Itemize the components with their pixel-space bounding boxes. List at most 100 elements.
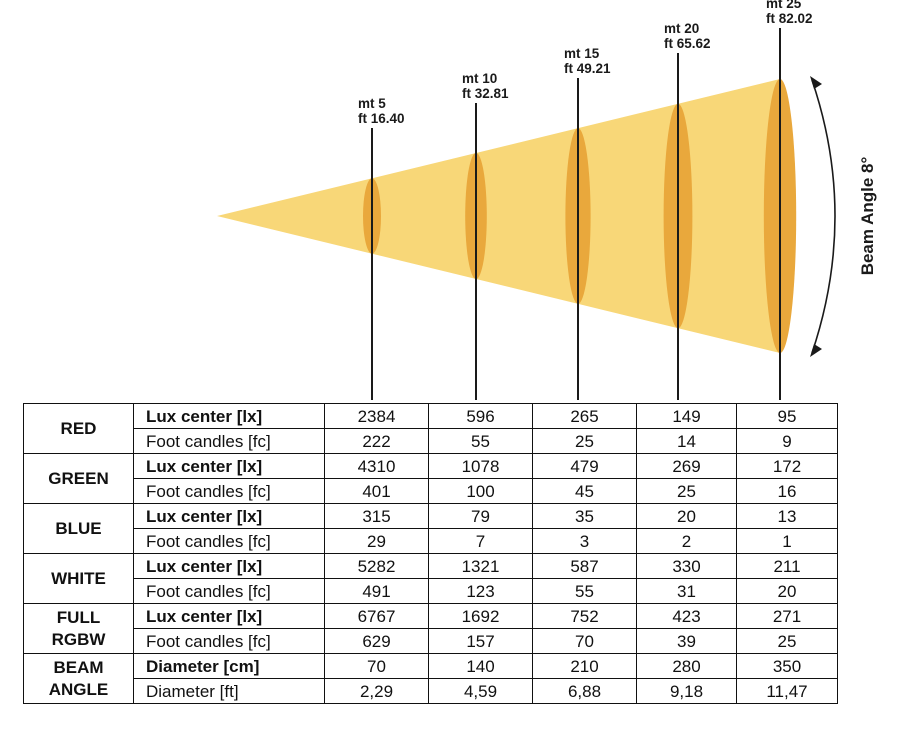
- value-cell: 123: [428, 578, 533, 604]
- value-cell: 149: [636, 403, 737, 429]
- value-cell: 11,47: [736, 678, 838, 704]
- metric-label: Diameter [ft]: [133, 678, 325, 704]
- value-cell: 587: [532, 553, 637, 579]
- group-label-line: GREEN: [48, 468, 109, 488]
- value-cell: 13: [736, 503, 838, 529]
- value-cell: 269: [636, 453, 737, 479]
- table-row: Foot candles [fc] 29 7 3 2 1: [24, 528, 838, 554]
- distance-ft-label: ft 49.21: [564, 61, 611, 76]
- value-cell: 423: [636, 603, 737, 629]
- metric-label: Foot candles [fc]: [133, 578, 325, 604]
- arrowhead-top: [810, 76, 822, 89]
- group-label: BEAM ANGLE: [23, 653, 134, 704]
- table-row: Foot candles [fc] 401 100 45 25 16: [24, 478, 838, 504]
- metric-label: Lux center [lx]: [133, 403, 325, 429]
- metric-label: Lux center [lx]: [133, 553, 325, 579]
- photometric-table: RED Lux center [lx] 2384 596 265 149 95 Foot ca…: [23, 403, 838, 704]
- value-cell: 95: [736, 403, 838, 429]
- value-cell: 6767: [324, 603, 429, 629]
- value-cell: 315: [324, 503, 429, 529]
- value-cell: 1692: [428, 603, 533, 629]
- value-cell: 7: [428, 528, 533, 554]
- distance-ft-label: ft 16.40: [358, 111, 405, 126]
- value-cell: 9: [736, 428, 838, 454]
- group-label-line: WHITE: [51, 568, 106, 588]
- value-cell: 25: [736, 628, 838, 654]
- value-cell: 100: [428, 478, 533, 504]
- distance-mt-label: mt 15: [564, 46, 600, 61]
- distance-mt-label: mt 20: [664, 21, 699, 36]
- table-row: GREEN Lux center [lx] 4310 1078 479 269 172: [23, 453, 838, 504]
- group-label: FULL RGBW: [23, 603, 134, 654]
- table-row: BEAM ANGLE Diameter [cm] 70 140 210 280 350: [23, 653, 838, 704]
- value-cell: 4,59: [428, 678, 533, 704]
- value-cell: 6,88: [532, 678, 637, 704]
- distance-ft-label: ft 82.02: [766, 11, 813, 26]
- value-cell: 70: [324, 653, 429, 679]
- group-label: WHITE: [23, 553, 134, 604]
- value-cell: 2,29: [324, 678, 429, 704]
- table-row: Foot candles [fc] 629 157 70 39 25: [24, 628, 838, 654]
- value-cell: 35: [532, 503, 637, 529]
- value-cell: 20: [736, 578, 838, 604]
- group-label: BLUE: [23, 503, 134, 554]
- value-cell: 25: [636, 478, 737, 504]
- value-cell: 79: [428, 503, 533, 529]
- table-row: Diameter [ft] 2,29 4,59 6,88 9,18 11,47: [24, 678, 838, 704]
- value-cell: 70: [532, 628, 637, 654]
- table-row: WHITE Lux center [lx] 5282 1321 587 330 211: [23, 553, 838, 604]
- value-cell: 14: [636, 428, 737, 454]
- beam-cone: [217, 79, 780, 353]
- metric-label: Foot candles [fc]: [133, 478, 325, 504]
- metric-label: Lux center [lx]: [133, 603, 325, 629]
- table-row: RED Lux center [lx] 2384 596 265 149 95: [23, 403, 838, 454]
- value-cell: 9,18: [636, 678, 737, 704]
- value-cell: 401: [324, 478, 429, 504]
- value-cell: 39: [636, 628, 737, 654]
- metric-label: Lux center [lx]: [133, 453, 325, 479]
- value-cell: 1: [736, 528, 838, 554]
- value-cell: 31: [636, 578, 737, 604]
- group-label-line: BEAM: [53, 658, 104, 678]
- value-cell: 210: [532, 653, 637, 679]
- metric-label: Lux center [lx]: [133, 503, 325, 529]
- group-label-line: RED: [60, 418, 97, 438]
- value-cell: 55: [532, 578, 637, 604]
- metric-label: Foot candles [fc]: [133, 428, 325, 454]
- value-cell: 3: [532, 528, 637, 554]
- beam-angle-arrow: [811, 79, 836, 354]
- value-cell: 20: [636, 503, 737, 529]
- table-row: Foot candles [fc] 491 123 55 31 20: [24, 578, 838, 604]
- group-label-line: FULL: [56, 608, 101, 628]
- value-cell: 2: [636, 528, 737, 554]
- metric-label: Diameter [cm]: [133, 653, 325, 679]
- value-cell: 45: [532, 478, 637, 504]
- table-row: BLUE Lux center [lx] 315 79 35 20 13: [23, 503, 838, 554]
- value-cell: 25: [532, 428, 637, 454]
- table-row: Foot candles [fc] 222 55 25 14 9: [24, 428, 838, 454]
- value-cell: 1078: [428, 453, 533, 479]
- value-cell: 479: [532, 453, 637, 479]
- value-cell: 265: [532, 403, 637, 429]
- distance-mt-label: mt 10: [462, 71, 497, 86]
- value-cell: 280: [636, 653, 737, 679]
- group-label: GREEN: [23, 453, 134, 504]
- beam-angle-label: Beam Angle 8°: [858, 157, 877, 276]
- group-label-line: BLUE: [55, 518, 102, 538]
- value-cell: 222: [324, 428, 429, 454]
- metric-label: Foot candles [fc]: [133, 628, 325, 654]
- group-label-line: RGBW: [51, 629, 106, 649]
- value-cell: 629: [324, 628, 429, 654]
- group-label-line: ANGLE: [48, 679, 109, 699]
- value-cell: 140: [428, 653, 533, 679]
- value-cell: 491: [324, 578, 429, 604]
- value-cell: 596: [428, 403, 533, 429]
- value-cell: 330: [636, 553, 737, 579]
- value-cell: 55: [428, 428, 533, 454]
- value-cell: 211: [736, 553, 838, 579]
- value-cell: 157: [428, 628, 533, 654]
- value-cell: 5282: [324, 553, 429, 579]
- group-label: RED: [23, 403, 134, 454]
- value-cell: 1321: [428, 553, 533, 579]
- value-cell: 16: [736, 478, 838, 504]
